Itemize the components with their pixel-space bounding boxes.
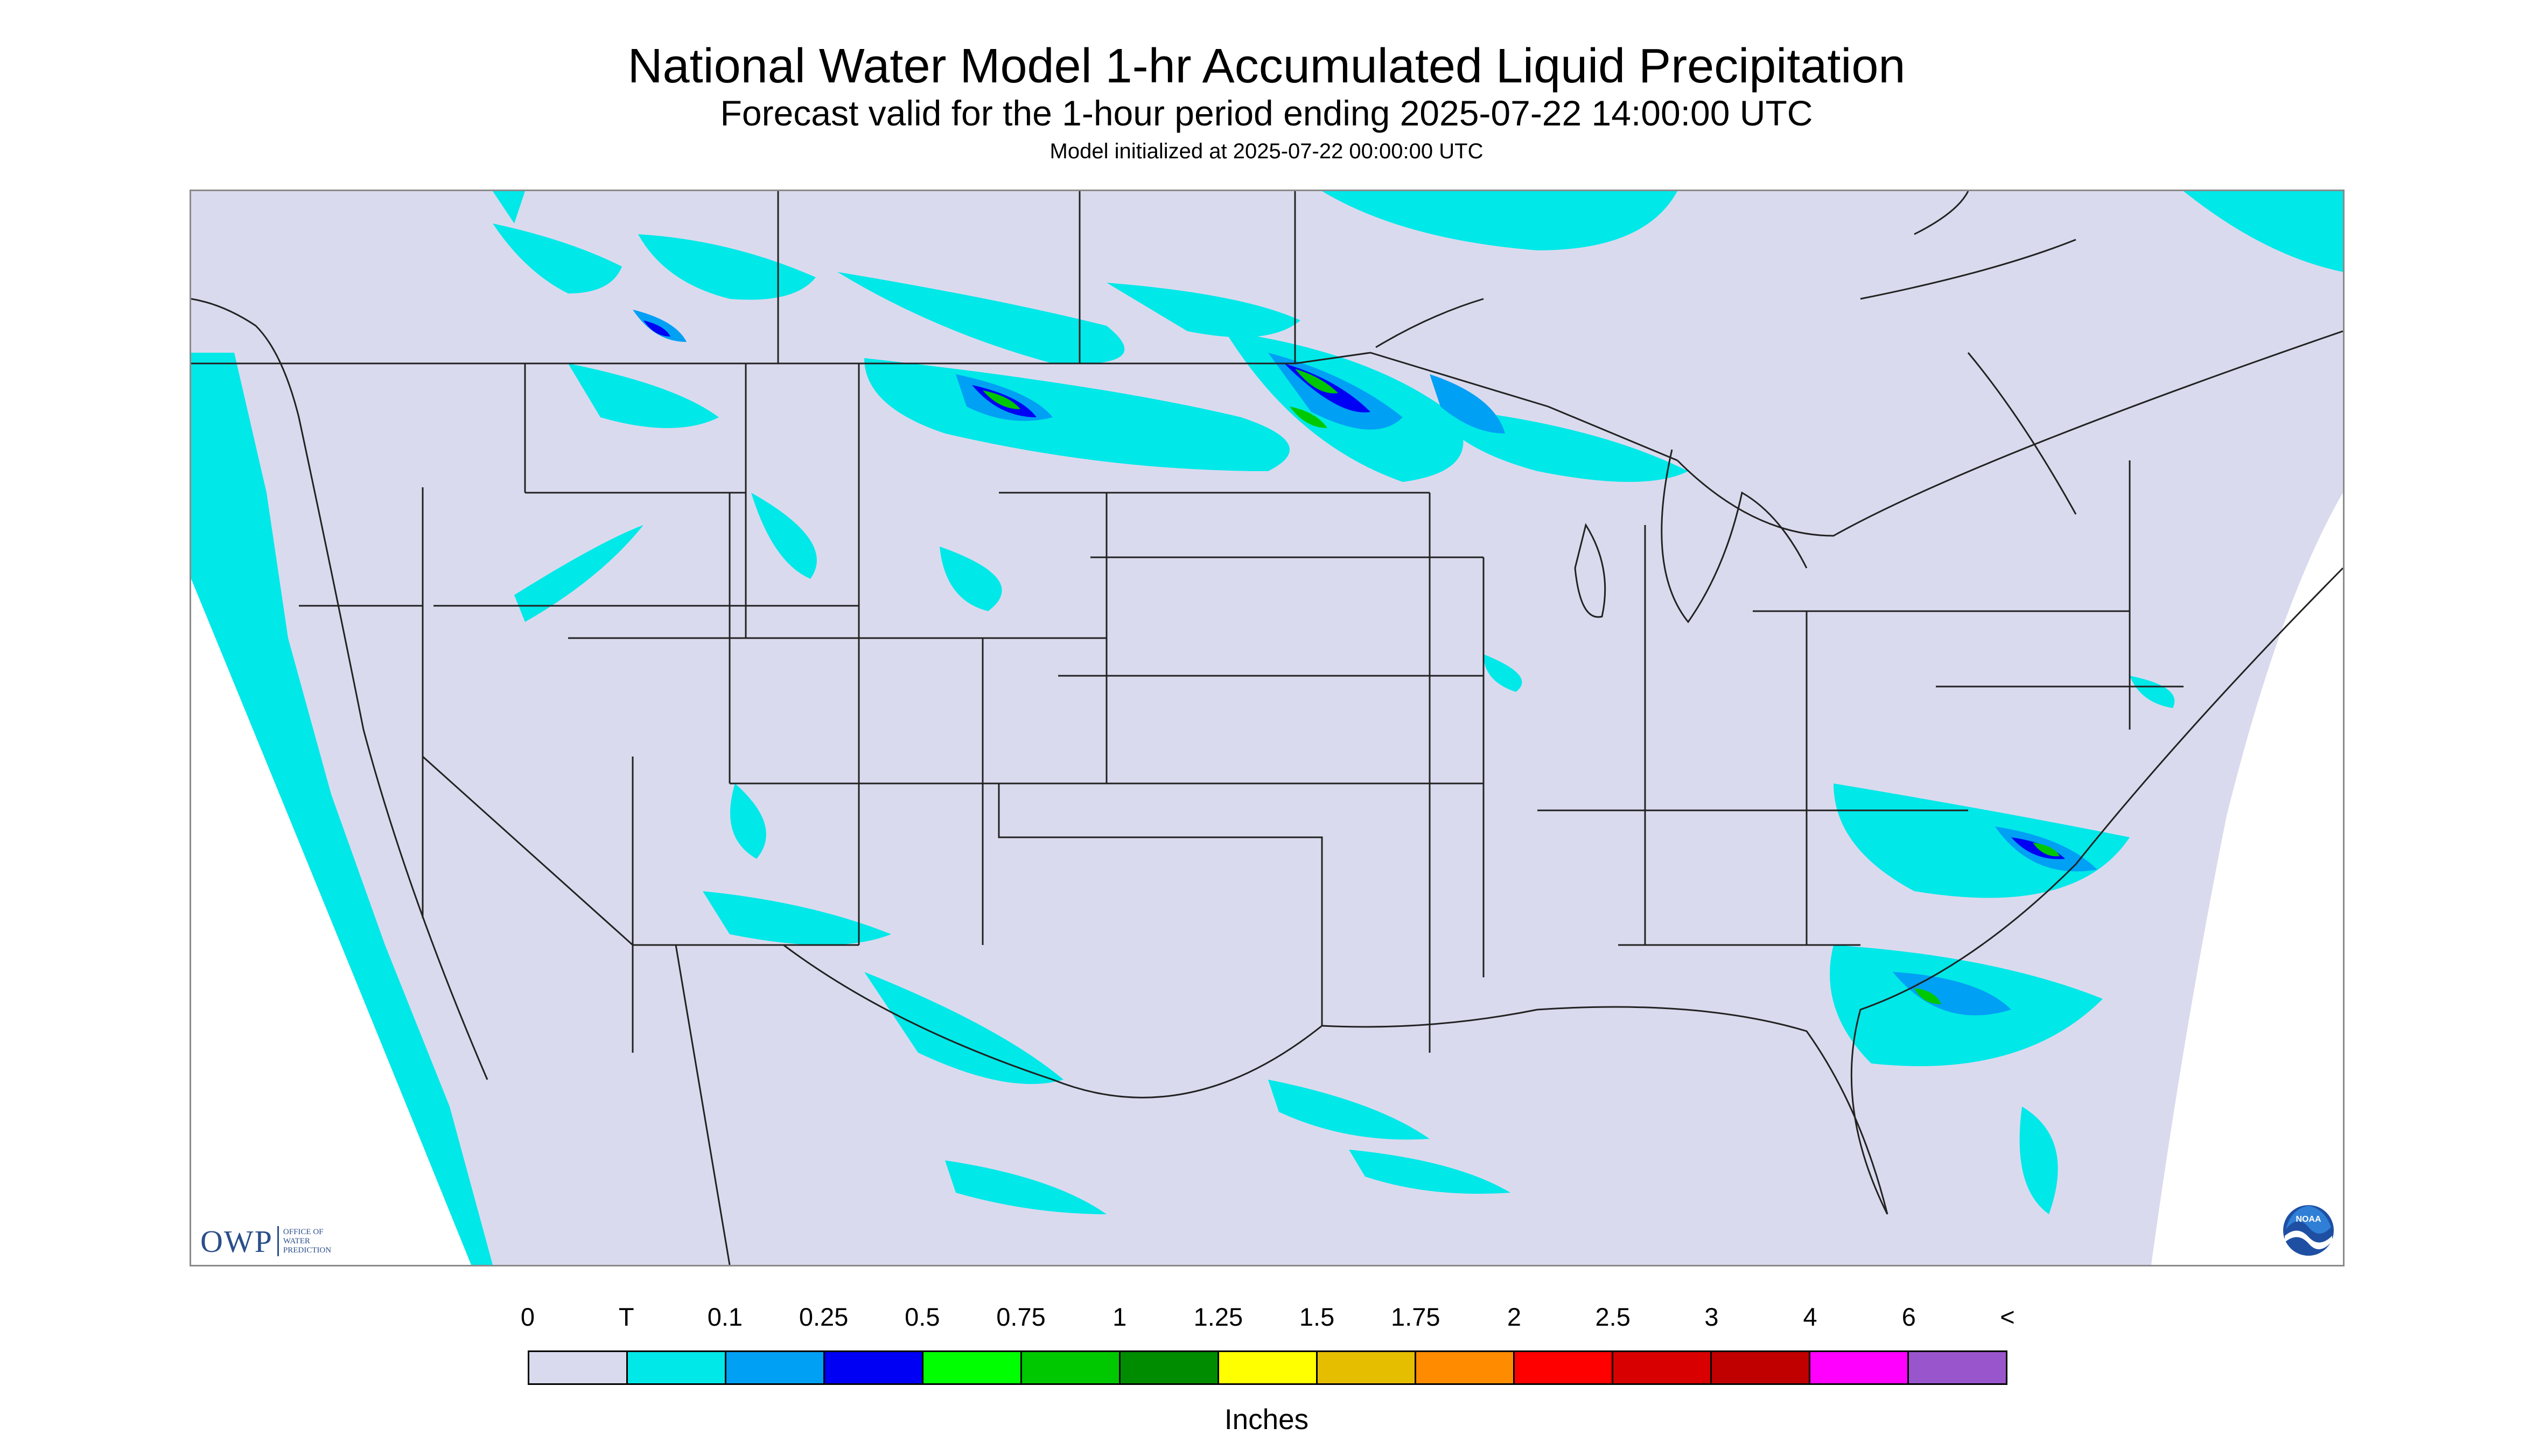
owp-logo-text: OWP bbox=[200, 1223, 273, 1259]
noaa-logo-icon: NOAA bbox=[2282, 1204, 2335, 1257]
owp-logo: OWP OFFICE OF WATER PREDICTION bbox=[200, 1222, 331, 1260]
legend-swatch bbox=[1318, 1352, 1416, 1383]
owp-line3: PREDICTION bbox=[283, 1245, 332, 1255]
legend-swatch bbox=[923, 1352, 1022, 1383]
legend-label: 0 bbox=[520, 1303, 535, 1331]
legend-swatch bbox=[529, 1352, 628, 1383]
noaa-logo-text: NOAA bbox=[2296, 1215, 2321, 1224]
legend-label: 6 bbox=[1901, 1303, 1916, 1331]
legend-label: 0.1 bbox=[707, 1303, 743, 1331]
legend-swatch bbox=[1909, 1352, 2006, 1383]
legend-label: 0.25 bbox=[799, 1303, 849, 1331]
legend-label: 1.5 bbox=[1299, 1303, 1335, 1331]
precipitation-map bbox=[190, 190, 2345, 1266]
legend-swatch bbox=[628, 1352, 726, 1383]
legend-label: 1 bbox=[1112, 1303, 1127, 1331]
legend-label: 2.5 bbox=[1595, 1303, 1631, 1331]
legend-label: 1.25 bbox=[1193, 1303, 1243, 1331]
legend-label: T bbox=[618, 1303, 634, 1331]
legend-swatch bbox=[1022, 1352, 1121, 1383]
legend-swatch bbox=[1613, 1352, 1712, 1383]
legend-label: 4 bbox=[1803, 1303, 1817, 1331]
legend-swatch bbox=[1121, 1352, 1219, 1383]
legend-colorbar bbox=[528, 1350, 2007, 1385]
boundary-lines bbox=[191, 191, 2343, 1265]
legend-swatch bbox=[1712, 1352, 1810, 1383]
map-domain bbox=[191, 191, 2343, 1265]
legend-label: < bbox=[2000, 1303, 2015, 1331]
legend-label: 0.75 bbox=[996, 1303, 1046, 1331]
owp-logo-subtext: OFFICE OF WATER PREDICTION bbox=[283, 1228, 331, 1255]
legend-swatch bbox=[1515, 1352, 1613, 1383]
legend-label: 0.5 bbox=[905, 1303, 940, 1331]
chart-subtitle: Forecast valid for the 1-hour period end… bbox=[720, 93, 1813, 133]
lake-michigan bbox=[1574, 523, 1606, 618]
owp-line1: OFFICE OF bbox=[283, 1227, 324, 1236]
legend-swatch bbox=[825, 1352, 923, 1383]
legend-swatch bbox=[726, 1352, 825, 1383]
legend-swatch bbox=[1810, 1352, 1909, 1383]
legend-label: 3 bbox=[1704, 1303, 1719, 1331]
model-init-line: Model initialized at 2025-07-22 00:00:00… bbox=[1049, 139, 1484, 163]
precip-0.5-cores bbox=[983, 369, 2060, 1004]
legend-swatch bbox=[1416, 1352, 1515, 1383]
legend-label: 1.75 bbox=[1391, 1303, 1440, 1331]
precip-pacific bbox=[191, 353, 493, 1265]
precip-canada-west bbox=[493, 223, 622, 293]
chart-title: National Water Model 1-hr Accumulated Li… bbox=[627, 39, 1906, 93]
legend-swatch bbox=[1219, 1352, 1318, 1383]
legend-units: Inches bbox=[1224, 1404, 1309, 1436]
owp-line2: WATER bbox=[283, 1236, 310, 1245]
owp-logo-divider bbox=[277, 1226, 279, 1256]
legend-label: 2 bbox=[1507, 1303, 1522, 1331]
